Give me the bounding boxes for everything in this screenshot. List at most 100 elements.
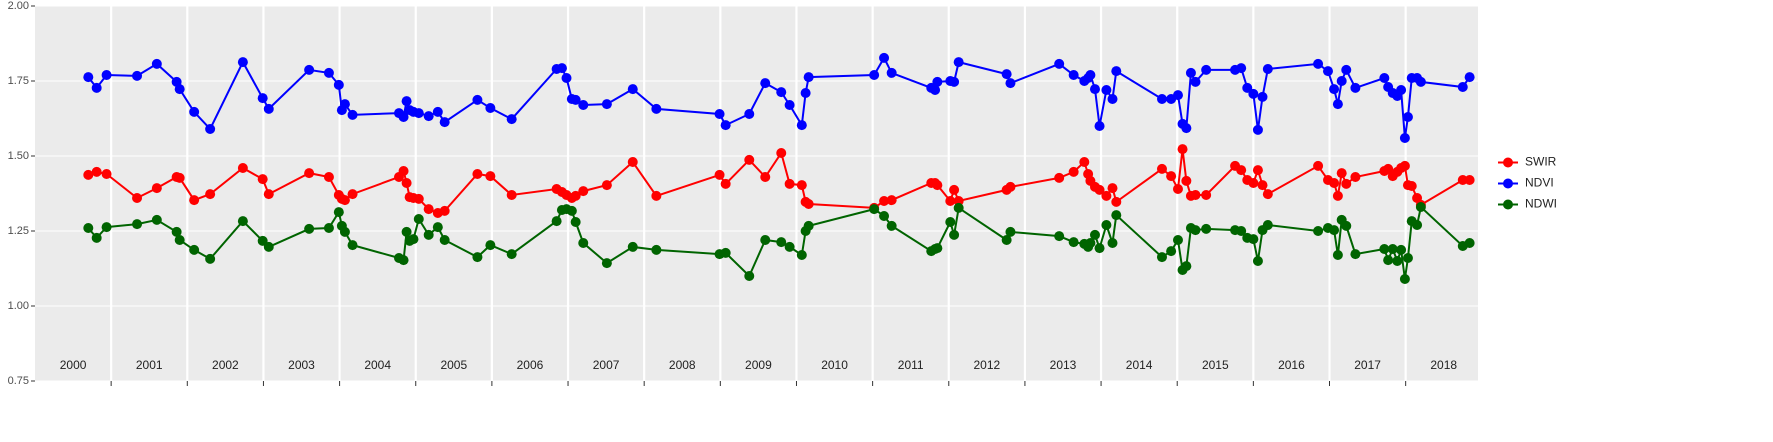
point bbox=[1177, 144, 1188, 155]
point bbox=[744, 154, 755, 165]
point bbox=[1412, 220, 1423, 230]
point bbox=[1107, 94, 1118, 104]
point bbox=[1336, 76, 1347, 86]
point bbox=[1262, 220, 1273, 230]
point bbox=[1172, 184, 1183, 194]
point bbox=[869, 70, 880, 80]
point bbox=[776, 237, 787, 248]
year-label: 2014 bbox=[1126, 358, 1153, 372]
point bbox=[1341, 220, 1352, 231]
point bbox=[945, 196, 956, 206]
point bbox=[1464, 72, 1475, 83]
point bbox=[720, 247, 731, 258]
point bbox=[485, 171, 496, 182]
point bbox=[1313, 226, 1324, 236]
legend-dot bbox=[1503, 178, 1513, 189]
point bbox=[714, 169, 725, 180]
point bbox=[1166, 171, 1177, 182]
point bbox=[101, 70, 112, 80]
point bbox=[1313, 58, 1324, 69]
point bbox=[413, 193, 424, 204]
point bbox=[506, 249, 517, 260]
point bbox=[1313, 160, 1324, 171]
point bbox=[796, 180, 807, 191]
point bbox=[1068, 237, 1079, 248]
point bbox=[333, 207, 344, 218]
point bbox=[101, 222, 112, 233]
point bbox=[744, 109, 755, 119]
legend-label: NDVI bbox=[1525, 176, 1554, 190]
point bbox=[1379, 244, 1390, 254]
point bbox=[347, 109, 358, 120]
point bbox=[1156, 163, 1167, 174]
point bbox=[1094, 121, 1105, 131]
point bbox=[796, 250, 807, 260]
point bbox=[932, 180, 943, 191]
y-tick-label: 2.00 bbox=[8, 0, 29, 12]
point bbox=[304, 168, 315, 179]
point bbox=[949, 184, 960, 195]
point bbox=[1001, 69, 1012, 80]
point bbox=[1415, 76, 1426, 87]
point bbox=[1005, 226, 1016, 237]
point bbox=[1415, 202, 1426, 212]
point bbox=[1402, 112, 1413, 122]
year-label: 2006 bbox=[517, 358, 544, 372]
point bbox=[1181, 123, 1192, 134]
point bbox=[401, 178, 412, 188]
point bbox=[1185, 67, 1196, 78]
point bbox=[879, 211, 890, 221]
point bbox=[1350, 172, 1361, 182]
point bbox=[1190, 190, 1201, 200]
point bbox=[237, 163, 248, 173]
point bbox=[953, 202, 964, 213]
point bbox=[323, 223, 334, 233]
point bbox=[257, 174, 268, 185]
point bbox=[760, 78, 771, 89]
year-label: 2009 bbox=[745, 358, 772, 372]
point bbox=[174, 84, 185, 95]
point bbox=[1396, 244, 1407, 255]
point bbox=[1236, 226, 1247, 236]
point bbox=[1457, 82, 1468, 92]
year-label: 2008 bbox=[669, 358, 696, 372]
point bbox=[556, 63, 567, 74]
point bbox=[953, 57, 964, 68]
point bbox=[151, 58, 162, 69]
point bbox=[1107, 183, 1118, 194]
point bbox=[1329, 84, 1340, 95]
point bbox=[1111, 210, 1122, 221]
point bbox=[1350, 82, 1361, 93]
point bbox=[91, 232, 102, 243]
point bbox=[1101, 85, 1112, 95]
point bbox=[506, 114, 517, 125]
point bbox=[1156, 252, 1167, 263]
point bbox=[1156, 94, 1167, 104]
point bbox=[132, 219, 143, 230]
point bbox=[1399, 133, 1410, 143]
point bbox=[796, 120, 807, 131]
point bbox=[347, 240, 358, 251]
point bbox=[601, 99, 612, 110]
point bbox=[760, 172, 771, 182]
point bbox=[1322, 66, 1333, 77]
point bbox=[339, 99, 350, 110]
point bbox=[1262, 64, 1273, 74]
point bbox=[485, 240, 496, 251]
point bbox=[91, 82, 102, 93]
point bbox=[1068, 70, 1079, 80]
point bbox=[257, 235, 268, 246]
point bbox=[323, 172, 334, 182]
point bbox=[570, 217, 581, 227]
point bbox=[578, 238, 589, 248]
point bbox=[506, 190, 517, 200]
year-label: 2004 bbox=[364, 358, 391, 372]
point bbox=[1101, 190, 1112, 201]
point bbox=[189, 106, 200, 117]
point bbox=[401, 96, 412, 107]
point bbox=[237, 57, 248, 68]
point bbox=[1341, 178, 1352, 189]
point bbox=[423, 229, 434, 240]
point bbox=[205, 189, 216, 200]
point bbox=[1332, 99, 1343, 110]
